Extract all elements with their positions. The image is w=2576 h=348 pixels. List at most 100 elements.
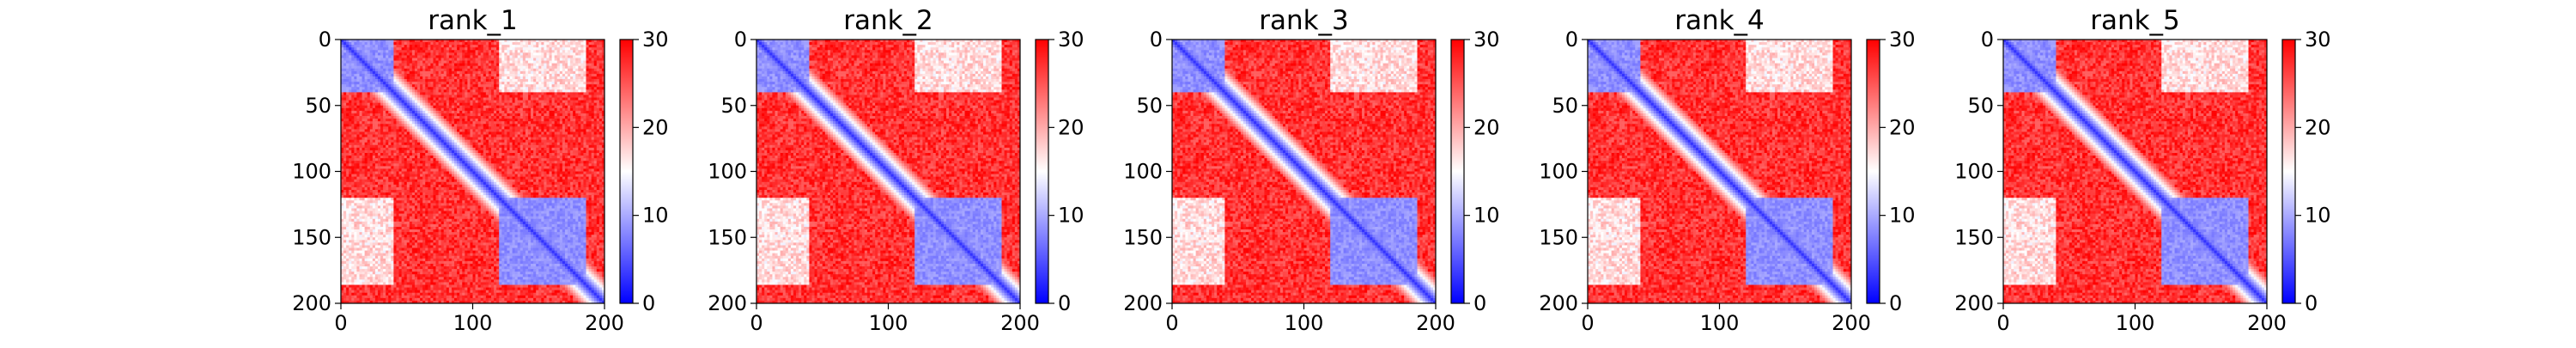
heatmap-cell [501,101,504,103]
heatmap-cell [386,61,388,64]
heatmap-cell [383,103,386,106]
heatmap-cell [351,66,354,69]
heatmap-cell [425,64,428,66]
heatmap-cell [473,58,476,60]
heatmap-cell [507,116,509,119]
heatmap-cell [586,64,589,66]
heatmap-cell [402,45,404,47]
heatmap-cell [592,42,594,45]
heatmap-cell [481,79,483,82]
heatmap-cell [420,89,422,92]
heatmap-cell [415,113,417,116]
heatmap-cell [402,95,404,97]
heatmap-cell [491,71,494,74]
heatmap-cell [494,74,496,76]
heatmap-cell [349,82,351,84]
heatmap-cell [391,69,393,71]
heatmap-cell [483,47,486,50]
heatmap-cell [555,113,557,116]
heatmap-cell [351,113,354,116]
heatmap-cell [499,64,501,66]
heatmap-cell [586,92,589,95]
heatmap-cell [599,55,602,58]
heatmap-cell [383,52,386,55]
heatmap-cell [359,47,361,50]
heatmap-cell [491,64,494,66]
heatmap-cell [407,64,410,66]
heatmap-cell [346,119,349,121]
heatmap-cell [496,87,499,89]
heatmap-cell [354,52,356,55]
heatmap-cell [359,113,361,116]
heatmap-cell [349,87,351,89]
heatmap-cell [481,95,483,97]
heatmap-cell [473,42,476,45]
heatmap-cell [597,45,599,47]
heatmap-cell [597,95,599,97]
heatmap-cell [533,66,536,69]
heatmap-cell [509,89,512,92]
heatmap-cell [467,52,470,55]
heatmap-cell [504,76,507,79]
heatmap-cell [407,52,410,55]
heatmap-cell [383,106,386,108]
heatmap-cell [565,66,568,69]
heatmap-cell [496,47,499,50]
heatmap-cell [541,98,544,101]
heatmap-cell [523,66,526,69]
heatmap-cell [457,84,459,87]
heatmap-cell [478,89,481,92]
heatmap-cell [396,84,398,87]
heatmap-cell [570,45,573,47]
heatmap-cell [454,121,457,124]
heatmap-cell [433,113,435,116]
heatmap-cell [550,108,552,111]
heatmap-cell [417,82,420,84]
heatmap-cell [441,87,444,89]
heatmap-cell [407,108,410,111]
heatmap-cell [346,64,349,66]
heatmap-cell [407,121,410,124]
heatmap-cell [481,92,483,95]
heatmap-cell [444,101,447,103]
heatmap-cell [415,92,417,95]
heatmap-cell [515,89,518,92]
heatmap-cell [388,106,391,108]
heatmap-cell [368,66,370,69]
heatmap-cell [552,71,555,74]
heatmap-cell [536,64,538,66]
heatmap-cell [370,52,373,55]
heatmap-cell [436,98,439,101]
heatmap-cell [531,95,533,97]
heatmap-cell [481,66,483,69]
heatmap-cell [439,101,441,103]
heatmap-cell [546,61,549,64]
heatmap-cell [555,111,557,113]
heatmap-cell [412,66,415,69]
heatmap-cell [370,119,373,121]
heatmap-cell [441,98,444,101]
heatmap-cell [504,58,507,60]
heatmap-cell [462,82,465,84]
heatmap-cell [578,106,580,108]
heatmap-cell [370,89,373,92]
heatmap-cell [420,47,422,50]
heatmap-cell [560,92,562,95]
heatmap-cell [410,95,412,97]
heatmap-cell [359,89,361,92]
heatmap-cell [404,47,407,50]
heatmap-cell [515,64,518,66]
heatmap-cell [575,69,578,71]
heatmap-cell [586,95,589,97]
heatmap-cell [575,92,578,95]
heatmap-cell [538,55,541,58]
heatmap-cell [496,98,499,101]
heatmap-cell [518,98,520,101]
heatmap-cell [383,58,386,60]
heatmap-cell [388,119,391,121]
heatmap-cell [515,74,518,76]
heatmap-cell [439,116,441,119]
heatmap-cell [436,64,439,66]
heatmap-cell [523,111,526,113]
heatmap-cell [386,82,388,84]
